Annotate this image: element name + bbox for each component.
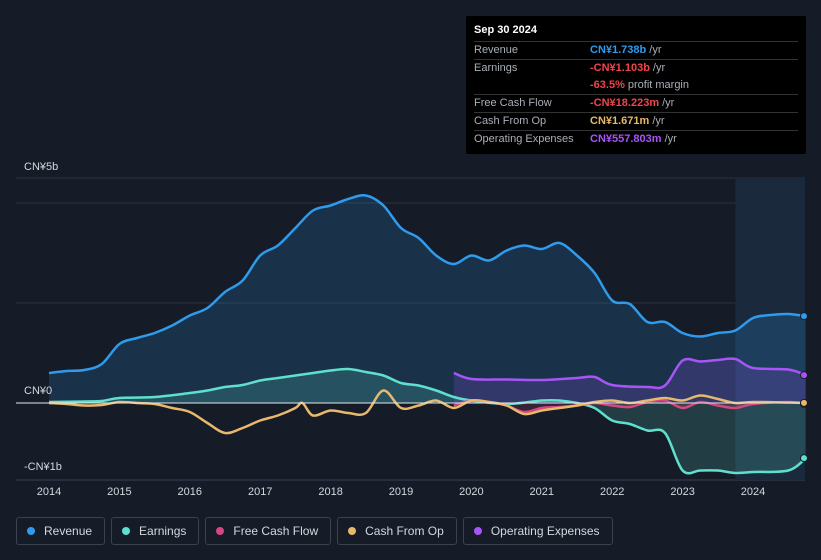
chart-grid xyxy=(16,177,805,481)
x-tick-label: 2017 xyxy=(248,486,272,498)
tooltip-row-value: CN¥1.671m xyxy=(590,115,650,127)
tooltip-row: Free Cash Flow -CN¥18.223m/yr xyxy=(474,94,798,112)
x-tick-label: 2024 xyxy=(741,486,765,498)
tooltip-row-unit: /yr xyxy=(649,44,662,56)
x-tick-label: 2015 xyxy=(107,486,131,498)
x-tick-label: 2014 xyxy=(37,486,61,498)
tooltip-row-label: Revenue xyxy=(474,44,519,56)
tooltip-row-label: Earnings xyxy=(474,62,518,74)
tooltip-row: Revenue CN¥1.738b/yr xyxy=(474,41,798,59)
operating-expenses-line xyxy=(453,357,807,390)
tooltip-row: Earnings -CN¥1.103b/yr xyxy=(474,59,798,77)
operating-expenses-area xyxy=(453,358,806,403)
legend-label: Free Cash Flow xyxy=(233,524,319,538)
legend-dot-icon xyxy=(473,527,482,535)
legend-dot-icon xyxy=(216,527,225,535)
legend-dot-icon xyxy=(122,527,131,535)
tooltip-row-unit: /yr xyxy=(652,115,665,127)
tooltip-row-value: CN¥557.803m xyxy=(590,133,662,145)
legend-item-operating-expenses[interactable]: Operating Expenses xyxy=(462,517,613,545)
legend-item-revenue[interactable]: Revenue xyxy=(16,517,106,545)
y-tick-label: CN¥5b xyxy=(24,161,58,173)
tooltip-row: Cash From Op CN¥1.671m/yr xyxy=(474,112,798,130)
highlight-region xyxy=(735,178,805,480)
earnings-line xyxy=(48,367,807,475)
legend-label: Earnings xyxy=(139,524,187,538)
series-lines xyxy=(48,194,807,475)
operating-expenses-end-point xyxy=(800,371,808,380)
series-areas xyxy=(49,195,806,474)
forecast-highlight xyxy=(735,178,805,480)
y-tick-label: -CN¥1b xyxy=(24,461,62,473)
cash-from-op-line xyxy=(48,389,806,435)
cash-from-op-end-point xyxy=(800,398,808,407)
legend-label: Cash From Op xyxy=(365,524,444,538)
tooltip-row-value: -CN¥1.103b xyxy=(590,62,650,74)
earnings-area xyxy=(49,368,806,474)
legend-dot-icon xyxy=(348,527,357,535)
legend-dot-icon xyxy=(27,527,35,535)
x-tick-label: 2021 xyxy=(530,486,554,498)
tooltip-row-value: -63.5% xyxy=(590,79,625,91)
tooltip-row-label: Cash From Op xyxy=(474,115,547,127)
tooltip-date: Sep 30 2024 xyxy=(474,24,537,36)
tooltip-row-label xyxy=(474,77,590,94)
legend-item-free-cash-flow[interactable]: Free Cash Flow xyxy=(205,517,332,545)
revenue-line xyxy=(48,194,806,375)
x-tick-label: 2016 xyxy=(178,486,202,498)
tooltip-row-unit: profit margin xyxy=(627,79,689,91)
tooltip-row-unit: /yr xyxy=(662,97,675,109)
legend-label: Revenue xyxy=(44,524,93,538)
tooltip-row-unit: /yr xyxy=(652,62,666,74)
chart-legend: Revenue Earnings Free Cash Flow Cash From O… xyxy=(16,517,619,545)
tooltip-row-value: CN¥1.738b xyxy=(590,44,647,56)
x-tick-label: 2019 xyxy=(389,486,413,498)
tooltip-row: -63.5% profit margin xyxy=(474,77,798,94)
x-axis-labels: 2014 2015 2016 2017 2018 2019 2020 2021 2022 2023… xyxy=(37,486,765,498)
series-endpoints xyxy=(800,312,808,463)
x-tick-label: 2022 xyxy=(600,486,624,498)
tooltip-panel: Sep 30 2024 Revenue CN¥1.738b/yr Earnings -… xyxy=(466,16,806,154)
x-tick-label: 2020 xyxy=(459,486,483,498)
revenue-end-point xyxy=(800,312,808,321)
x-tick-label: 2018 xyxy=(318,486,342,498)
tooltip-row-value: -CN¥18.223m xyxy=(590,97,660,109)
tooltip-row-label: Free Cash Flow xyxy=(474,97,552,109)
y-tick-label: CN¥0 xyxy=(24,385,52,397)
legend-label: Operating Expenses xyxy=(490,524,600,538)
y-axis-labels: CN¥5b CN¥0 -CN¥1b xyxy=(24,161,62,473)
revenue-area xyxy=(49,195,806,403)
x-tick-label: 2023 xyxy=(670,486,694,498)
tooltip-row: Operating Expenses CN¥557.803m/yr xyxy=(474,130,798,148)
legend-item-earnings[interactable]: Earnings xyxy=(111,517,200,545)
tooltip-row-unit: /yr xyxy=(664,133,677,145)
tooltip-row-label: Operating Expenses xyxy=(474,133,574,145)
earnings-end-point xyxy=(800,454,808,463)
legend-item-cash-from-op[interactable]: Cash From Op xyxy=(337,517,457,545)
